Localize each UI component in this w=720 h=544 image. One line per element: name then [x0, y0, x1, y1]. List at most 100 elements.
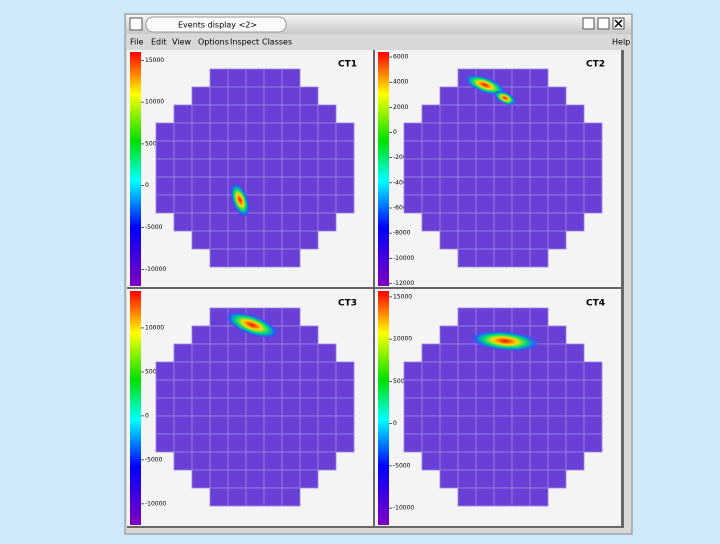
camera-module: [263, 451, 283, 471]
camera-module: [299, 415, 319, 435]
camera-module: [191, 415, 211, 435]
camera-module: [457, 307, 477, 327]
camera-module: [245, 86, 265, 106]
camera-module: [173, 140, 193, 160]
camera-module: [493, 361, 513, 381]
camera-module: [245, 176, 265, 196]
camera-module: [475, 307, 495, 327]
camera-module: [173, 122, 193, 142]
camera-module: [299, 212, 319, 232]
camera-module: [403, 361, 423, 381]
camera-module: [299, 397, 319, 417]
camera-module: [191, 176, 211, 196]
menu-item[interactable]: File: [130, 38, 143, 47]
camera-module: [299, 433, 319, 453]
camera-module: [245, 469, 265, 489]
camera-module: [191, 86, 211, 106]
color-scale: [130, 52, 141, 286]
hot-spot: [225, 311, 279, 339]
camera-module: [439, 397, 459, 417]
camera-module: [475, 194, 495, 214]
camera-module: [245, 487, 265, 507]
camera-module: [155, 140, 175, 160]
menu-item[interactable]: Classes: [262, 38, 292, 47]
camera-module: [493, 194, 513, 214]
camera-module: [263, 415, 283, 435]
camera-module: [335, 140, 355, 160]
camera-module: [209, 230, 229, 250]
camera-module: [565, 212, 585, 232]
camera-module: [457, 487, 477, 507]
tick-label: 0: [145, 182, 149, 189]
camera-module: [493, 212, 513, 232]
camera-module: [335, 176, 355, 196]
camera-module: [475, 415, 495, 435]
camera-module: [245, 361, 265, 381]
menu-item[interactable]: Edit: [151, 38, 167, 47]
camera-module: [209, 194, 229, 214]
camera-module: [403, 379, 423, 399]
tick-label: -10000: [145, 500, 166, 507]
title-box: [145, 16, 287, 33]
camera-module: [209, 325, 229, 345]
camera-module: [155, 379, 175, 399]
camera-module: [263, 248, 283, 268]
camera-module: [191, 122, 211, 142]
camera-module: [227, 230, 247, 250]
camera-module: [191, 158, 211, 178]
camera-module: [529, 451, 549, 471]
camera-module: [565, 415, 585, 435]
tick-label: 0: [393, 129, 397, 136]
camera-module: [191, 361, 211, 381]
camera-module: [155, 176, 175, 196]
camera-module: [547, 415, 567, 435]
camera-module: [209, 433, 229, 453]
camera-module: [511, 122, 531, 142]
camera-module: [475, 230, 495, 250]
camera-module: [457, 104, 477, 124]
camera-module: [245, 415, 265, 435]
camera-module: [583, 379, 603, 399]
camera-module: [583, 176, 603, 196]
camera-module: [439, 176, 459, 196]
camera-module: [155, 415, 175, 435]
camera-module: [335, 379, 355, 399]
camera-module: [227, 451, 247, 471]
camera-module: [565, 122, 585, 142]
camera-module: [209, 397, 229, 417]
tick-label: -12000: [393, 280, 414, 287]
camera-module: [457, 176, 477, 196]
camera-module: [493, 307, 513, 327]
window-menu-button[interactable]: [129, 17, 143, 31]
camera-module: [457, 379, 477, 399]
camera-module: [421, 158, 441, 178]
maximize-button[interactable]: [597, 17, 610, 30]
camera-module: [583, 158, 603, 178]
camera-module: [421, 415, 441, 435]
camera-module: [547, 361, 567, 381]
menu-item[interactable]: Help: [612, 38, 630, 47]
camera-module: [173, 379, 193, 399]
camera-module: [511, 104, 531, 124]
camera-module: [439, 140, 459, 160]
camera-module: [421, 451, 441, 471]
camera-module: [263, 469, 283, 489]
camera-module: [511, 212, 531, 232]
camera-module: [317, 343, 337, 363]
camera-module: [263, 212, 283, 232]
camera-module: [547, 451, 567, 471]
camera-module: [317, 433, 337, 453]
camera-module: [511, 248, 531, 268]
tick-label: 15000: [145, 57, 164, 64]
camera-module: [511, 68, 531, 88]
camera-module: [565, 158, 585, 178]
camera-panel: 15000 10000 5000 0 -5000 -10000 CT4: [375, 289, 621, 526]
menu-item[interactable]: Inspect: [230, 38, 259, 47]
camera-module: [529, 469, 549, 489]
minimize-button[interactable]: [582, 17, 595, 30]
camera-module: [475, 433, 495, 453]
menu-item[interactable]: Options: [198, 38, 229, 47]
menu-item[interactable]: View: [172, 38, 191, 47]
camera-module: [317, 212, 337, 232]
camera-module: [421, 212, 441, 232]
